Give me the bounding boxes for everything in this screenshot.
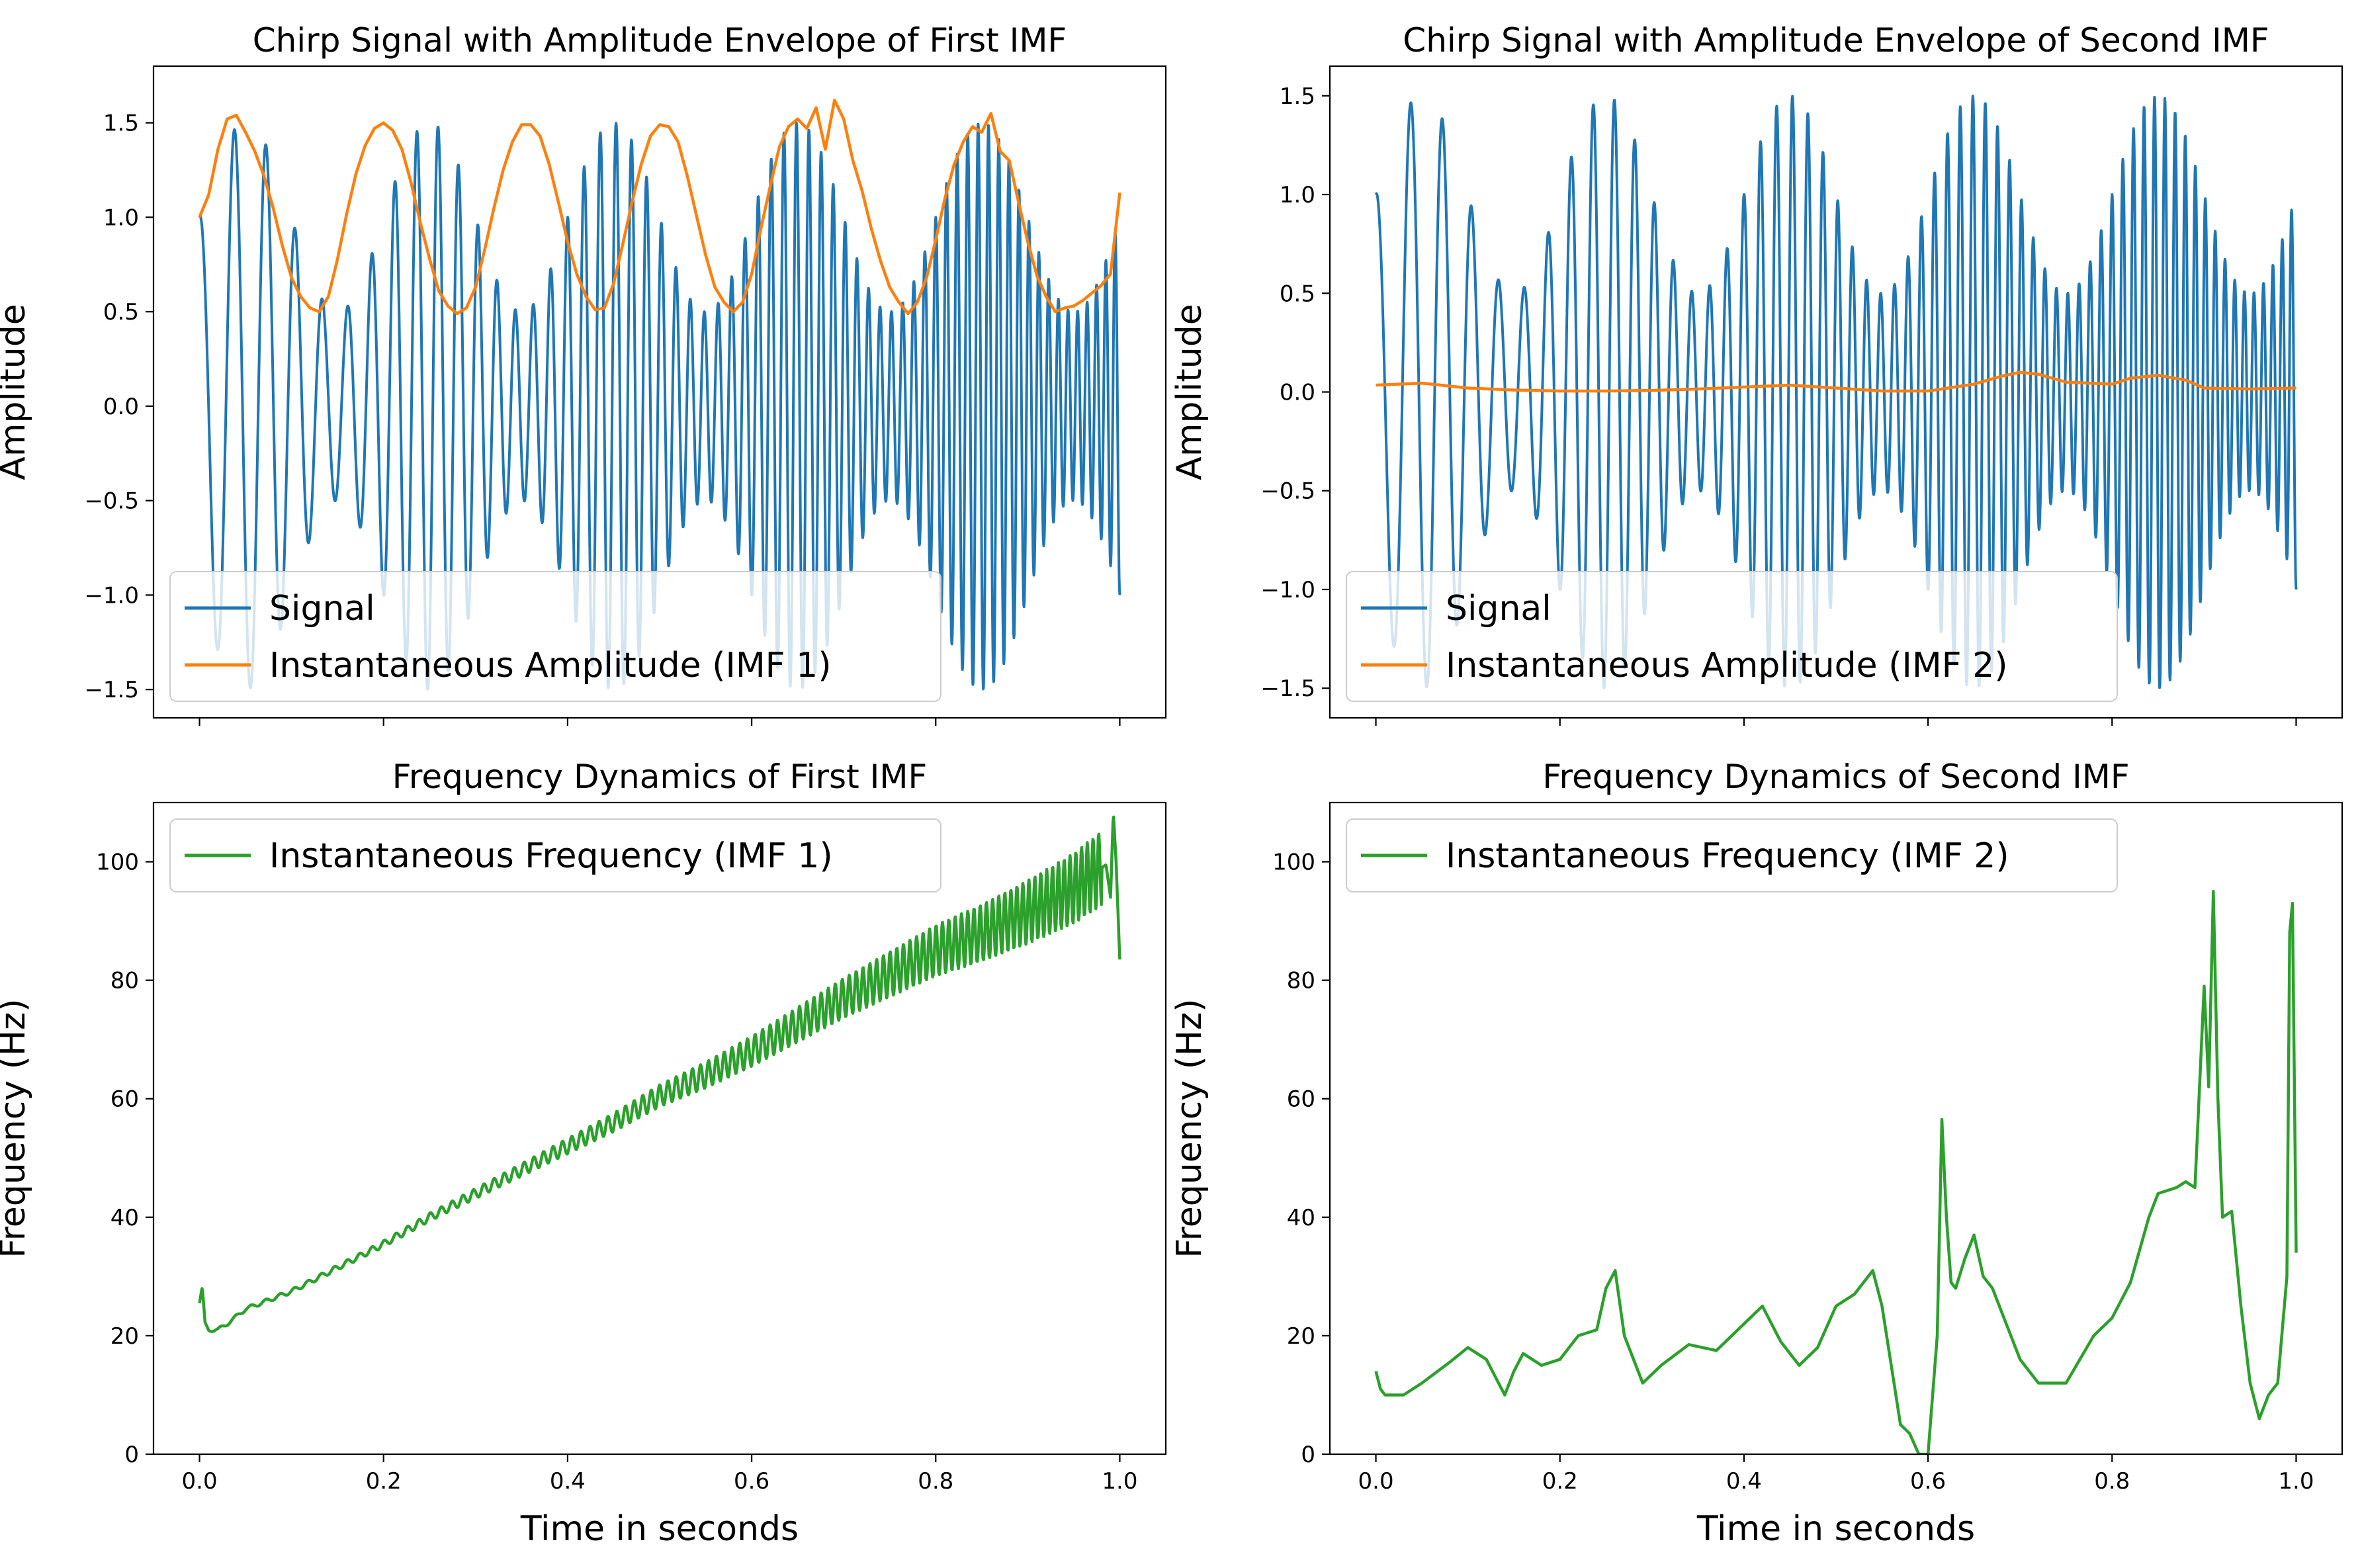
legend: Signal Instantaneous Amplitude (IMF 2) — [1346, 571, 2118, 702]
legend-label: Instantaneous Frequency (IMF 2) — [1446, 836, 2009, 876]
legend: Signal Instantaneous Amplitude (IMF 1) — [169, 571, 941, 702]
y-axis-label: Amplitude — [1170, 304, 1209, 480]
y-tick-label: 80 — [1287, 968, 1315, 994]
axes-frame — [1329, 801, 2343, 1456]
axes-frame — [152, 65, 1167, 719]
x-axis-label: Time in seconds — [520, 1509, 799, 1549]
chart-title: Frequency Dynamics of Second IMF — [1542, 758, 2129, 796]
y-axis-label: Frequency (Hz) — [0, 998, 33, 1258]
x-tick-label: 0.0 — [1358, 1468, 1394, 1495]
y-tick-label: 0.5 — [1280, 281, 1315, 307]
chart-panel-imf1-amplitude: −1.5 −1.0 −0.5 0.0 0.5 1.0 1.5 Chirp Signal wit… — [0, 21, 1167, 726]
legend-label: Signal — [269, 589, 375, 629]
legend-label: Instantaneous Amplitude (IMF 2) — [1446, 646, 2008, 685]
x-tick-label: 0.6 — [734, 1468, 769, 1495]
legend-label: Instantaneous Amplitude (IMF 1) — [269, 646, 832, 685]
legend-label: Signal — [1446, 589, 1552, 629]
y-tick-label: −1.5 — [1260, 675, 1315, 702]
x-tick-label: 0.8 — [2094, 1468, 2130, 1495]
x-tick-label: 1.0 — [2278, 1468, 2314, 1495]
y-tick-label: −0.5 — [1260, 478, 1315, 505]
x-tick-label: 0.6 — [1910, 1468, 1946, 1495]
legend-box — [169, 571, 941, 702]
y-tick-label: 80 — [110, 968, 139, 994]
x-tick-label: 1.0 — [1102, 1468, 1137, 1495]
y-tick-label: 40 — [110, 1205, 139, 1231]
plot-area — [198, 815, 1121, 1333]
y-tick-label: −1.0 — [84, 582, 139, 609]
legend-box — [1346, 571, 2118, 702]
y-axis-label: Frequency (Hz) — [1170, 998, 1209, 1258]
y-tick-label: 1.0 — [103, 204, 139, 231]
y-tick-label: 1.5 — [103, 110, 139, 137]
legend-label: Instantaneous Frequency (IMF 1) — [269, 836, 833, 876]
x-axis-label: Time in seconds — [1696, 1509, 1975, 1549]
x-tick-label: 0.4 — [550, 1468, 586, 1495]
series-line-instantaneous-frequency-imf-2 — [1374, 890, 2298, 1454]
y-tick-label: 60 — [1287, 1086, 1315, 1113]
y-tick-label: 0.0 — [1280, 380, 1315, 406]
y-tick-label: 40 — [1287, 1205, 1315, 1231]
y-tick-label: 0.5 — [103, 299, 139, 326]
series-line-signal — [198, 121, 1121, 691]
x-tick-label: 0.4 — [1726, 1468, 1762, 1495]
chart-panel-imf2-frequency: 0.0 0.2 0.4 0.6 0.8 1.0 0 20 40 60 80 100 Frequency … — [1170, 758, 2343, 1549]
chart-panel-imf2-amplitude: −1.5 −1.0 −0.5 0.0 0.5 1.0 1.5 Chirp Signal wit… — [1170, 21, 2343, 726]
x-tick-label: 0.2 — [1542, 1468, 1578, 1495]
plot-area — [198, 99, 1121, 691]
y-tick-label: 20 — [1287, 1323, 1315, 1350]
y-tick-label: 20 — [110, 1323, 139, 1350]
y-tick-label: 0 — [1301, 1442, 1315, 1468]
chart-title: Chirp Signal with Amplitude Envelope of … — [253, 21, 1067, 60]
series-line-signal — [1374, 95, 2298, 689]
legend: Instantaneous Frequency (IMF 1) — [169, 818, 941, 893]
x-tick-label: 0.8 — [918, 1468, 953, 1495]
series-line-instantaneous-amplitude-imf-1 — [198, 99, 1121, 316]
axes-frame — [152, 801, 1167, 1456]
legend-box — [169, 818, 941, 893]
y-tick-label: 100 — [1272, 849, 1315, 876]
legend-box — [1346, 818, 2118, 893]
series-line-instantaneous-frequency-imf-1 — [198, 815, 1121, 1333]
series-line-instantaneous-amplitude-imf-2 — [1376, 370, 2296, 393]
y-tick-label: 60 — [110, 1086, 139, 1113]
plot-area — [1374, 95, 2298, 689]
y-tick-label: −1.5 — [84, 677, 139, 703]
y-axis-label: Amplitude — [0, 304, 33, 480]
chart-title: Chirp Signal with Amplitude Envelope of … — [1403, 21, 2269, 60]
y-tick-label: −1.0 — [1260, 577, 1315, 603]
chart-title: Frequency Dynamics of First IMF — [392, 758, 928, 796]
chart-panel-imf1-frequency: 0.0 0.2 0.4 0.6 0.8 1.0 0 20 40 60 80 100 Frequency … — [0, 758, 1167, 1549]
y-tick-label: −0.5 — [84, 488, 139, 515]
y-tick-label: 0.0 — [103, 394, 139, 420]
plot-area — [1374, 890, 2298, 1454]
y-tick-label: 100 — [96, 849, 139, 876]
y-tick-label: 1.5 — [1280, 83, 1315, 110]
x-tick-label: 0.2 — [366, 1468, 402, 1495]
y-tick-label: 1.0 — [1280, 182, 1315, 208]
y-tick-label: 0 — [124, 1442, 139, 1468]
legend: Instantaneous Frequency (IMF 2) — [1346, 818, 2118, 893]
x-tick-label: 0.0 — [182, 1468, 218, 1495]
